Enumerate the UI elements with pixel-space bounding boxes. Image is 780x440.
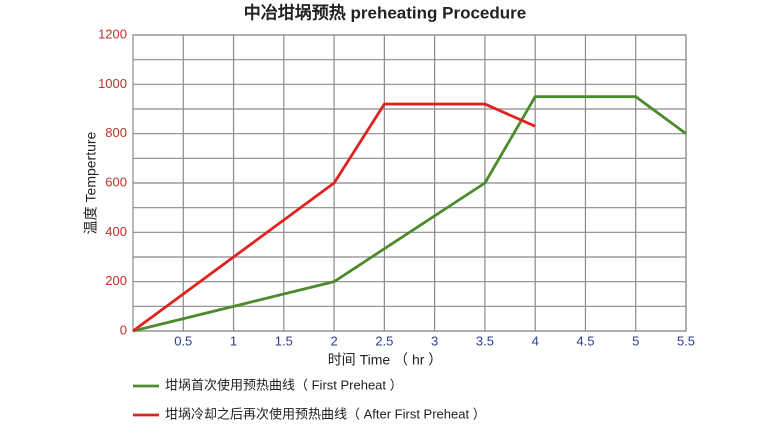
x-tick-label: 1 — [230, 333, 237, 348]
x-tick-label: 3 — [431, 333, 438, 348]
x-tick-label: 2.5 — [375, 333, 393, 348]
y-tick-label: 600 — [105, 174, 127, 189]
x-tick-label: 5.5 — [677, 333, 695, 348]
series-line — [132, 95, 687, 333]
x-tick-label: 2 — [330, 333, 337, 348]
series-line — [132, 102, 536, 333]
y-axis-title: 温度 Temperture — [83, 131, 99, 234]
x-tick-label: 4 — [532, 333, 539, 348]
y-tick-label: 400 — [105, 224, 127, 239]
x-tick-label: 4.5 — [576, 333, 594, 348]
legend-label: 坩埚首次使用预热曲线（ First Preheat ） — [165, 377, 403, 392]
legend-label: 坩埚冷却之后再次使用预热曲线（ After First Preheat ） — [165, 406, 486, 421]
y-tick-label: 0 — [120, 322, 127, 337]
x-axis-title: 时间 Time （ hr ） — [328, 352, 443, 368]
x-tick-label: 0.5 — [174, 333, 192, 348]
chart-title: 中冶坩埚预热 preheating Procedure — [244, 2, 526, 22]
y-tick-label: 800 — [105, 125, 127, 140]
y-tick-label: 1200 — [98, 26, 127, 41]
x-tick-label: 3.5 — [476, 333, 494, 348]
y-tick-label: 200 — [105, 273, 127, 288]
x-tick-label: 1.5 — [275, 333, 293, 348]
y-tick-label: 1000 — [98, 76, 127, 91]
x-tick-label: 5 — [632, 333, 639, 348]
